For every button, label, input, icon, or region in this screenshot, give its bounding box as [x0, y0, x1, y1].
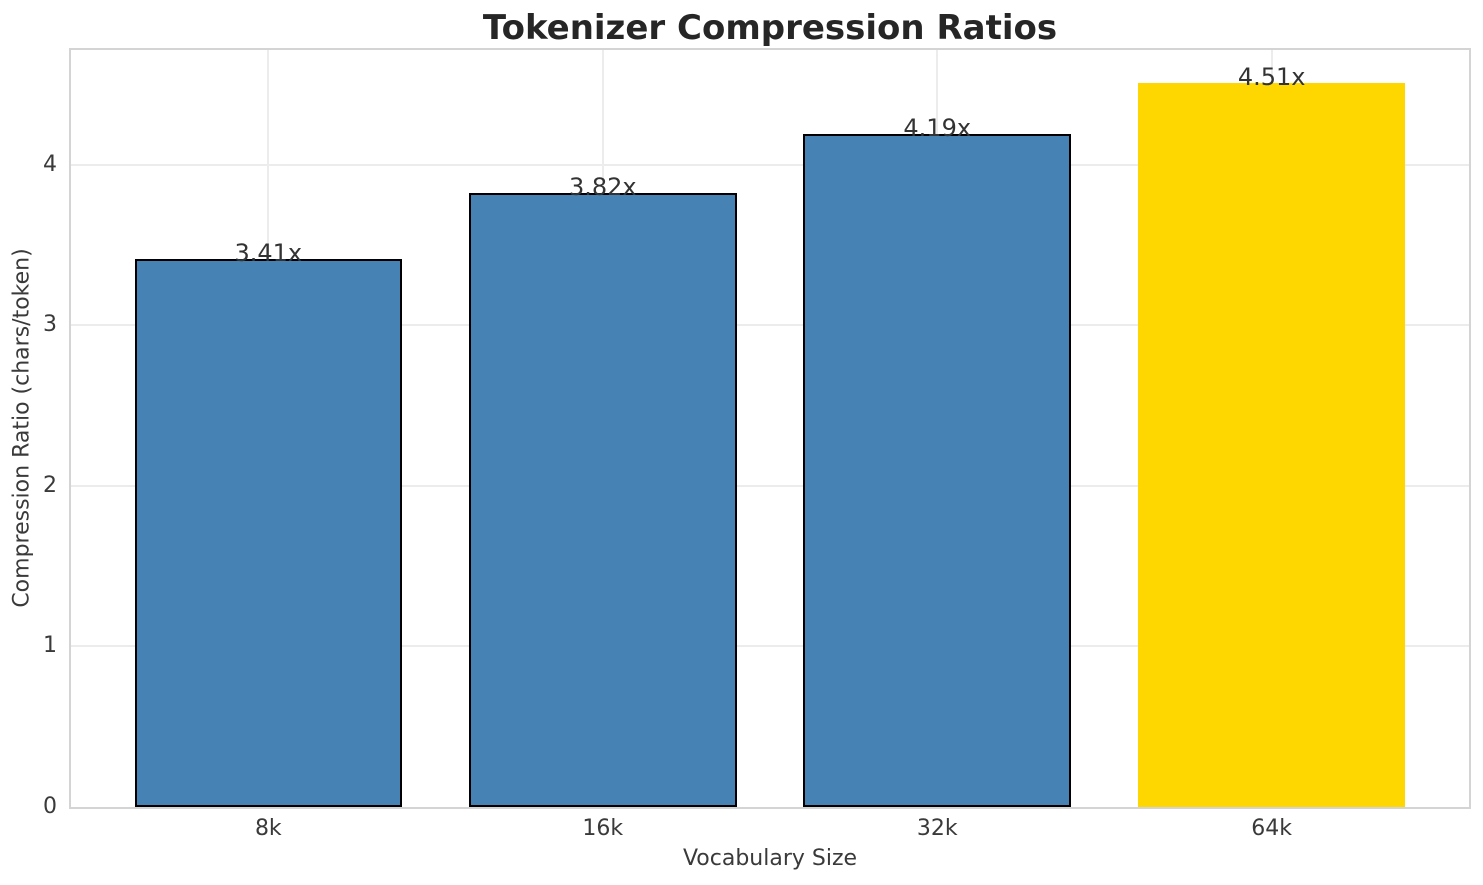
bar-value-label-64k: 4.51x [1237, 62, 1306, 91]
x-tick-label-64k: 64k [1251, 816, 1293, 841]
gridline-y-3 [71, 324, 1469, 327]
plot-area: 3.41x 3.82x 4.19x 4.51x [69, 48, 1471, 809]
bar-value-label-32k: 4.19x [903, 114, 972, 143]
bar-8k [134, 259, 403, 807]
gridline-y-4 [71, 163, 1469, 166]
x-tick-label-32k: 32k [916, 816, 958, 841]
bar-16k [468, 193, 737, 807]
chart-title: Tokenizer Compression Ratios [482, 8, 1058, 48]
x-tick-label-16k: 16k [582, 816, 624, 841]
bar-value-label-16k: 3.82x [568, 173, 637, 202]
bar-32k [803, 134, 1071, 807]
gridline-y-2 [71, 484, 1469, 487]
y-tick-label-1: 1 [43, 633, 57, 659]
gridline-y-1 [71, 645, 1469, 648]
y-tick-label-4: 4 [43, 151, 57, 177]
bar-64k [1137, 82, 1406, 807]
bar-value-label-8k: 3.41x [234, 239, 303, 268]
y-tick-label-3: 3 [43, 312, 57, 338]
y-tick-label-2: 2 [43, 472, 57, 498]
y-tick-label-0: 0 [43, 794, 57, 819]
x-axis-label: Vocabulary Size [682, 846, 858, 871]
y-axis-label: Compression Ratio (chars/token) [9, 248, 35, 608]
x-tick-label-8k: 8k [254, 816, 282, 841]
